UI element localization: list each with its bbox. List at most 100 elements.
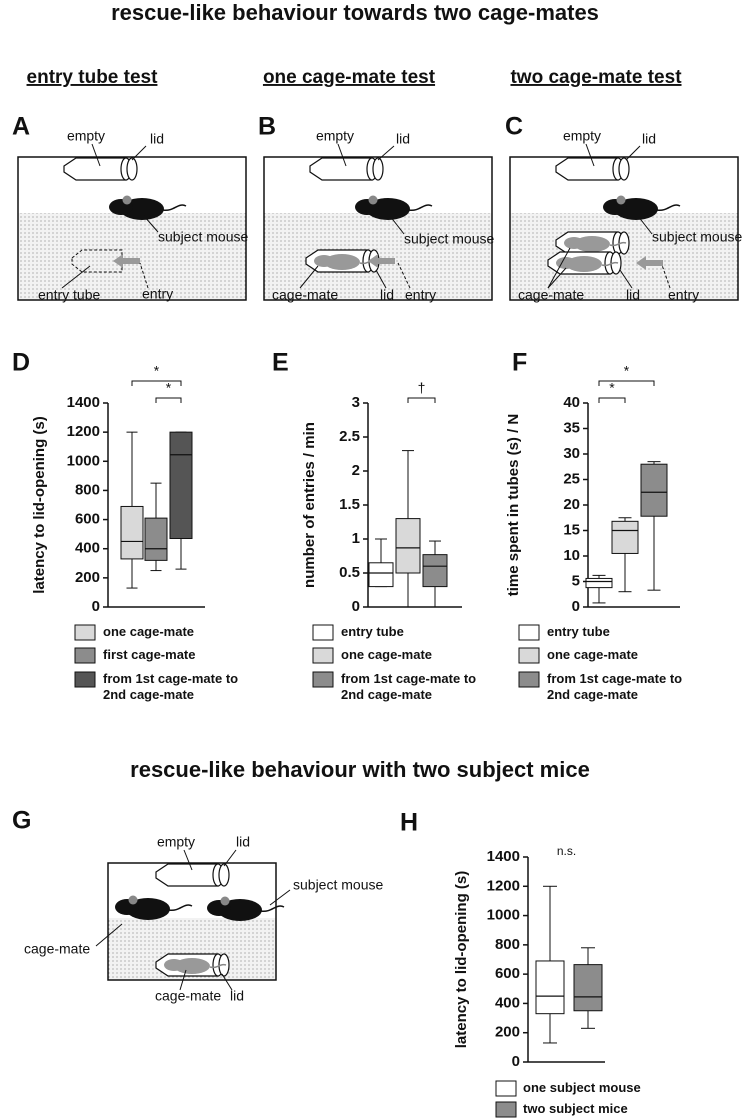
y-tick-label: 0 [512,1053,520,1070]
significance-bracket [598,380,655,386]
y-tick-label: 3 [352,394,360,411]
y-tick-label: 800 [495,936,520,953]
diagram-g: G empty lid subject mouse cage-mate cage… [12,807,383,1004]
diagram-label: lid [230,988,244,1004]
y-axis-label: time spent in tubes (s) / N [505,414,522,597]
legend-swatch [74,647,96,664]
significance-label: * [609,380,615,396]
legend-swatch [74,624,96,641]
chart-title: n.s. [557,844,576,858]
legend-swatch [518,671,540,688]
significance-label: * [154,363,160,379]
y-tick-label: 200 [495,1024,520,1041]
legend-label: entry tube [341,624,404,639]
y-tick-label: 1400 [487,848,520,865]
panel-letter: F [512,349,527,377]
diagram-label: lid [626,287,640,303]
column-title: entry tube test [27,67,159,88]
diagram-label: subject mouse [404,231,494,247]
y-tick-label: 0.5 [339,564,360,581]
diagram-label: empty [67,128,105,144]
y-tick-label: 15 [563,521,580,538]
diagram-label: lid [236,834,250,850]
diagram-label: entry [668,287,699,303]
diagram-label: empty [157,834,195,850]
y-tick-label: 1200 [487,877,520,894]
box [611,520,639,554]
y-tick-label: 1000 [487,907,520,924]
diagram-b: B empty lid subject mouse cage-mate lid … [258,113,494,303]
panel-letter: A [12,113,30,141]
y-tick-label: 2 [352,462,360,479]
y-tick-label: 800 [75,481,100,498]
legend-label: one cage-mate [547,647,639,662]
y-tick-label: 1000 [67,452,100,469]
diagram-label: lid [380,287,394,303]
legend-label: one cage-mate [103,624,195,639]
diagram-label: cage-mate [24,941,90,957]
diagram-label: cage-mate [155,988,221,1004]
legend-swatch [495,1080,517,1097]
legend-swatch [74,671,96,688]
diagram-label: subject mouse [158,229,248,245]
significance-label: † [418,380,426,396]
y-tick-label: 0 [92,598,100,615]
box [422,554,448,588]
diagram-label: subject mouse [293,877,383,893]
diagram-label: lid [642,131,656,147]
legend-swatch [312,624,334,641]
significance-bracket [131,380,182,386]
box [640,463,668,517]
y-tick-label: 5 [572,572,580,589]
box [169,431,193,540]
legend-label: entry tube [547,624,610,639]
section-title: rescue-like behaviour with two subject m… [130,757,590,782]
diagram-label: entry tube [38,287,100,303]
legend-label: first cage-mate [103,647,196,662]
figure-title: rescue-like behaviour towards two cage-m… [111,0,599,25]
legend-label: one cage-mate [341,647,433,662]
y-tick-label: 200 [75,569,100,586]
legend-swatch [518,624,540,641]
y-tick-label: 10 [563,547,580,564]
panel-letter: C [505,113,523,141]
legend-swatch [495,1101,517,1118]
diagram-label: entry [142,286,173,302]
box [120,505,144,560]
box [395,518,421,574]
panel-letter: D [12,349,30,377]
legend-label: two subject mice [523,1101,628,1116]
panel-letter: E [272,349,289,377]
diagram-label: cage-mate [272,287,338,303]
diagram-label: entry [405,287,436,303]
panel-letter: G [12,807,31,835]
y-tick-label: 0 [352,598,360,615]
y-tick-label: 400 [495,994,520,1011]
y-axis-label: latency to lid-opening (s) [31,416,48,594]
y-tick-label: 1 [352,530,360,547]
y-tick-label: 1200 [67,423,100,440]
y-tick-label: 0 [572,598,580,615]
box [144,517,168,561]
y-tick-label: 2.5 [339,428,360,445]
diagram-label: empty [316,128,354,144]
y-tick-label: 1400 [67,394,100,411]
diagram-label: subject mouse [652,229,742,245]
y-tick-label: 35 [563,419,580,436]
box [573,964,603,1012]
y-tick-label: 600 [75,511,100,528]
diagram-label: empty [563,128,601,144]
significance-label: * [166,380,172,396]
column-title: one cage-mate test [263,67,436,88]
significance-bracket [598,397,626,403]
panel-letter: B [258,113,276,141]
y-tick-label: 25 [563,470,580,487]
y-tick-label: 400 [75,540,100,557]
diagram-label: cage-mate [518,287,584,303]
legend-swatch [518,647,540,664]
significance-bracket [407,397,436,403]
diagram-c: C empty lid subject mouse cage-mate lid … [505,113,742,303]
panel-letter: H [400,809,418,837]
